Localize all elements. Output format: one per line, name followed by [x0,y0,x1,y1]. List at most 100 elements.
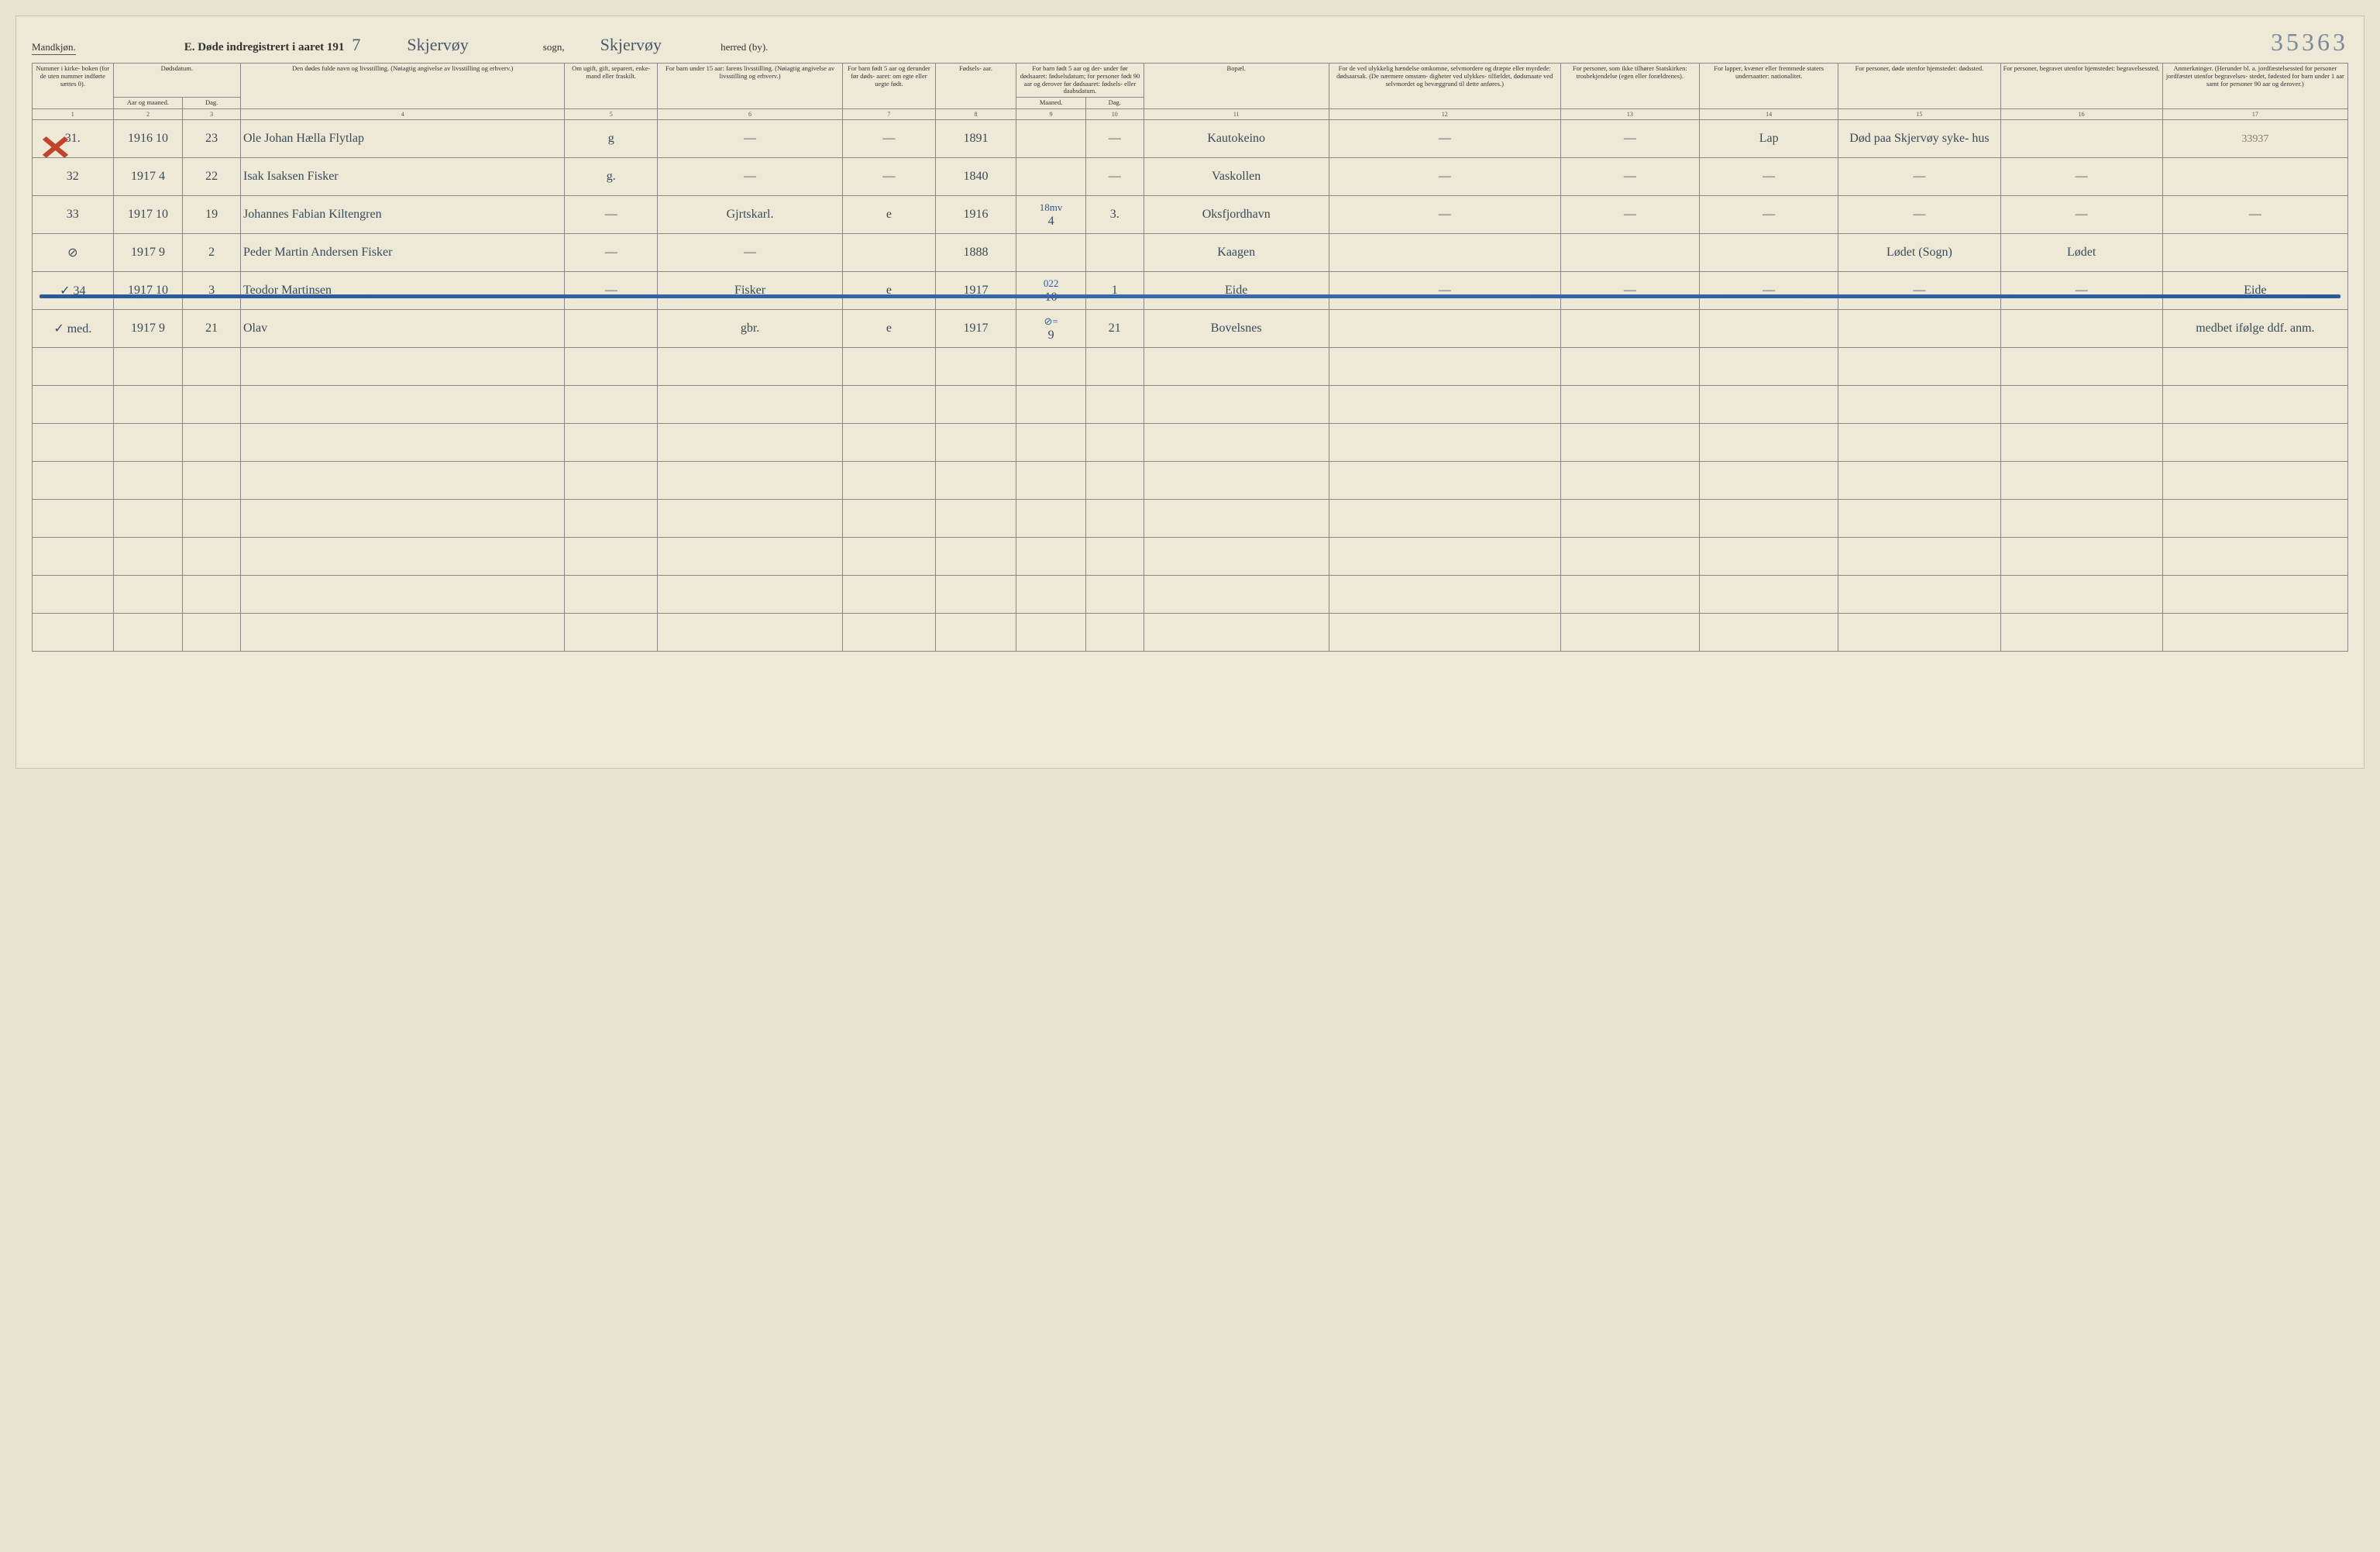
col-header: For barn under 15 aar: farens livsstilli… [658,64,843,109]
cell: 1917 [935,271,1016,309]
cell: Lap [1699,119,1838,157]
cell [1085,233,1144,271]
cell: 1917 9 [113,309,183,347]
cell [1560,309,1699,347]
cell: e [843,195,936,233]
cell: 1888 [935,233,1016,271]
col-subheader: Dag. [1085,98,1144,109]
cell: Kautokeino [1144,119,1329,157]
cell: g [565,119,658,157]
table-row: ✓ med.1917 921Olavgbr.e1917⊘=921Bovelsne… [33,309,2348,347]
cell [565,309,658,347]
cell: — [1329,157,1560,195]
death-register-table: Nummer i kirke- boken (for de uten numme… [32,63,2348,652]
cell: Ole Johan Hælla Flytlap [240,119,564,157]
cell: Lødet [2000,233,2162,271]
cell: Teodor Martinsen [240,271,564,309]
cell: 21 [1085,309,1144,347]
table-empty-rows [33,347,2348,651]
table-row: 331917 1019Johannes Fabian Kiltengren—Gj… [33,195,2348,233]
cell: Vaskollen [1144,157,1329,195]
cell: Bovelsnes [1144,309,1329,347]
col-header: For barn født 5 aar og derunder før døds… [843,64,936,109]
cell: 18mv4 [1016,195,1086,233]
gender-label: Mandkjøn. [32,41,76,55]
cell: Johannes Fabian Kiltengren [240,195,564,233]
cell [1016,157,1086,195]
cell: — [2162,195,2347,233]
col-header: Om ugift, gift, separert, enke- mand ell… [565,64,658,109]
cell: — [658,233,843,271]
cell: — [843,157,936,195]
cell [1838,309,2000,347]
cell: ✓ 34 [33,271,114,309]
cell: 1891 [935,119,1016,157]
cell [2162,157,2347,195]
col-header: For lapper, kvæner eller fremmede stater… [1699,64,1838,109]
cell: 22 [183,157,241,195]
cell: g. [565,157,658,195]
cell: — [1085,157,1144,195]
table-body: 31.1916 1023Ole Johan Hælla Flytlapg——18… [33,119,2348,347]
cell [1016,119,1086,157]
cell [2000,119,2162,157]
cell: Fisker [658,271,843,309]
cell: 23 [183,119,241,157]
cell: 02210 [1016,271,1086,309]
cell: ⊘=9 [1016,309,1086,347]
cell: Eide [1144,271,1329,309]
col-subheader: Aar og maaned. [113,98,183,109]
cell: — [1085,119,1144,157]
cell: Kaagen [1144,233,1329,271]
col-header: For personer, døde utenfor hjemstedet: d… [1838,64,2000,109]
cell: 1917 10 [113,195,183,233]
cell: — [1329,119,1560,157]
cell: — [1699,195,1838,233]
page-stamp: 35363 [2271,28,2348,57]
col-header: For personer, som ikke tilhører Statskir… [1560,64,1699,109]
cell [1329,309,1560,347]
cell: ✓ med. [33,309,114,347]
cell: 2 [183,233,241,271]
sogn-name: Skjervøy [407,35,468,55]
cell [843,233,936,271]
cell: — [843,119,936,157]
cell: — [1560,119,1699,157]
cell: ⊘ [33,233,114,271]
col-header: For personer, begravet utenfor hjemstede… [2000,64,2162,109]
cell: Oksfjordhavn [1144,195,1329,233]
cell: Peder Martin Andersen Fisker [240,233,564,271]
cell: — [565,233,658,271]
cell: — [1560,271,1699,309]
cell [2000,309,2162,347]
cell [1560,233,1699,271]
cell [2162,233,2347,271]
cell: — [2000,195,2162,233]
cell: 33937 [2162,119,2347,157]
cell: — [2000,271,2162,309]
cell: — [658,157,843,195]
cell [1016,233,1086,271]
cell: — [1560,195,1699,233]
col-header: Anmerkninger. (Herunder bl. a. jordfæste… [2162,64,2347,109]
cell: Død paa Skjervøy syke- hus [1838,119,2000,157]
cell: 1917 4 [113,157,183,195]
cell: e [843,309,936,347]
cell: — [1329,195,1560,233]
cell: 3 [183,271,241,309]
cell: 1917 [935,309,1016,347]
table-row: 31.1916 1023Ole Johan Hælla Flytlapg——18… [33,119,2348,157]
herred-name: Skjervøy [600,35,662,55]
col-header: For barn født 5 aar og der- under før dø… [1016,64,1144,98]
cell: 1916 10 [113,119,183,157]
cell: Gjrtskarl. [658,195,843,233]
table-head: Nummer i kirke- boken (for de uten numme… [33,64,2348,120]
cell: 19 [183,195,241,233]
cell: — [1699,271,1838,309]
cell: 32 [33,157,114,195]
cell: 1916 [935,195,1016,233]
col-header: For de ved ulykkelig hændelse omkomne, s… [1329,64,1560,109]
cell: — [1838,195,2000,233]
col-header: Fødsels- aar. [935,64,1016,109]
cell: — [565,195,658,233]
